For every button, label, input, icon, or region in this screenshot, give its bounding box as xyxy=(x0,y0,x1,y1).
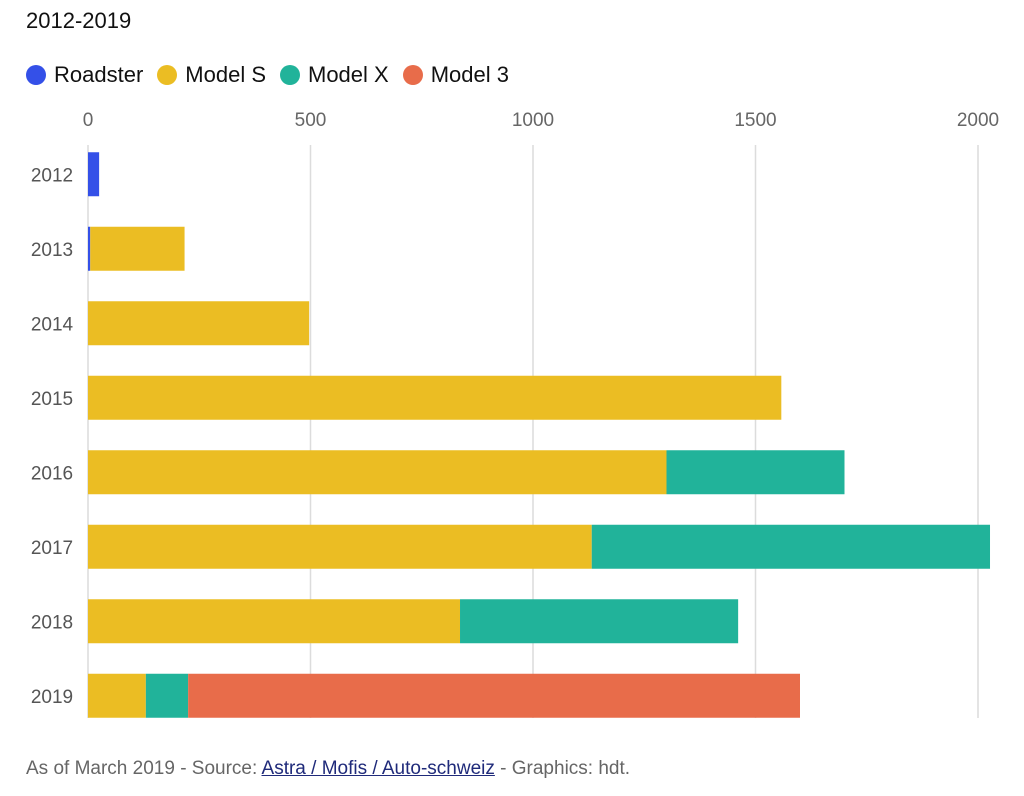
footer-suffix: - Graphics: hdt. xyxy=(500,758,631,779)
legend-label-roadster: Roadster xyxy=(54,62,144,87)
x-tick-label-0: 0 xyxy=(83,110,94,131)
legend-label-model-3: Model 3 xyxy=(430,62,509,87)
x-tick-label-1000: 1000 xyxy=(512,110,554,131)
y-category-label-2012: 2012 xyxy=(31,165,73,186)
bar-2017-model-s xyxy=(88,524,592,569)
y-category-label-2014: 2014 xyxy=(31,314,74,335)
bar-2016-model-s xyxy=(88,450,667,495)
legend-swatch-model-s xyxy=(157,65,178,85)
bar-2019-model-x xyxy=(145,673,189,718)
bar-2016-model-x xyxy=(666,450,845,495)
legend-item-model-x: Model X xyxy=(280,62,389,88)
bar-2019-model-3 xyxy=(188,673,800,718)
bar-2017-model-x xyxy=(591,524,991,569)
bar-chart: 0 500 1000 1500 2000 2012 2013 2014 2015 2016 2017… xyxy=(31,110,999,718)
bar-2013-model-s xyxy=(90,226,185,271)
footer-prefix: As of March 2019 - Source: xyxy=(26,758,258,779)
legend-item-model-3: Model 3 xyxy=(402,62,509,88)
bar-2019-model-s xyxy=(88,673,146,718)
chart-subtitle: 2012-2019 xyxy=(26,8,132,33)
y-category-label-2019: 2019 xyxy=(31,687,73,708)
legend-swatch-model-3 xyxy=(402,65,423,85)
source-link[interactable]: Astra / Mofis / Auto-schweiz xyxy=(261,758,495,779)
legend-swatch-roadster xyxy=(26,65,46,85)
bar-2012-roadster xyxy=(88,152,100,197)
legend: Roadster Model S Model X Model 3 xyxy=(26,62,509,88)
bar-2015-model-s xyxy=(88,375,782,420)
bar-2018-model-s xyxy=(88,599,461,644)
legend-label-model-s: Model S xyxy=(185,62,266,87)
legend-swatch-model-x xyxy=(280,65,300,85)
legend-label-model-x: Model X xyxy=(308,62,389,87)
y-category-label-2013: 2013 xyxy=(31,240,73,261)
legend-item-model-s: Model S xyxy=(157,62,266,88)
y-category-label-2015: 2015 xyxy=(31,389,73,410)
x-tick-label-1500: 1500 xyxy=(734,110,776,131)
bar-2018-model-x xyxy=(460,599,739,644)
y-category-label-2016: 2016 xyxy=(31,463,73,484)
y-category-label-2018: 2018 xyxy=(31,612,73,633)
bar-2014-model-s xyxy=(88,301,310,346)
bar-2013-roadster xyxy=(88,226,91,271)
x-tick-label-500: 500 xyxy=(295,110,327,131)
footer-source: As of March 2019 - Source: Astra / Mofis… xyxy=(26,758,630,780)
x-tick-label-2000: 2000 xyxy=(957,110,999,131)
y-category-label-2017: 2017 xyxy=(31,538,73,559)
legend-item-roadster: Roadster xyxy=(26,62,143,88)
